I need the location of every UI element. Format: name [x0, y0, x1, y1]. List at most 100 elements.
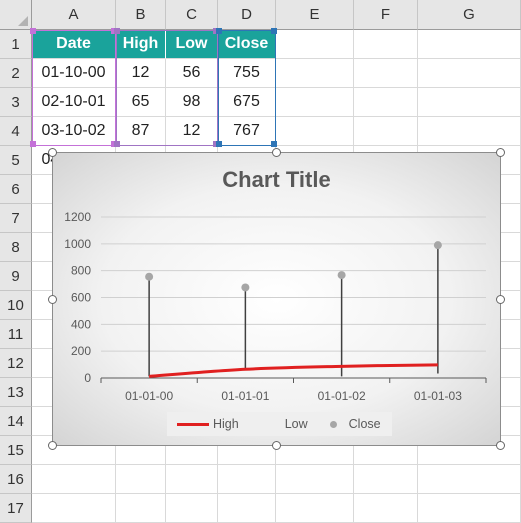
cell-d16[interactable] — [218, 465, 276, 494]
cell-f15[interactable] — [354, 436, 418, 465]
legend-close[interactable]: Close — [318, 417, 381, 431]
cell-e3[interactable] — [276, 88, 354, 117]
cell-c3[interactable]: 98 — [166, 88, 218, 117]
cell-g3[interactable] — [418, 88, 521, 117]
cell-d4[interactable]: 767 — [218, 117, 276, 146]
cell-a3[interactable]: 02-10-01 — [32, 88, 116, 117]
cell-g16[interactable] — [418, 465, 521, 494]
cell-b16[interactable] — [116, 465, 166, 494]
column-header-b[interactable]: B — [116, 0, 166, 30]
cell-c16[interactable] — [166, 465, 218, 494]
row-header-10[interactable]: 10 — [0, 291, 32, 320]
cell-e4[interactable] — [276, 117, 354, 146]
column-header-f[interactable]: F — [354, 0, 418, 30]
cell-b3[interactable]: 65 — [116, 88, 166, 117]
cell-f16[interactable] — [354, 465, 418, 494]
cell-g1[interactable] — [418, 30, 521, 59]
cell-a4[interactable]: 03-10-02 — [32, 117, 116, 146]
header-cell-c1[interactable]: Low — [166, 30, 218, 59]
row-header-13[interactable]: 13 — [0, 378, 32, 407]
x-tick-label: 01-01-02 — [318, 389, 366, 403]
chart-resize-handle[interactable] — [48, 441, 57, 450]
series-close-marker — [433, 241, 442, 250]
row-header-5[interactable]: 5 — [0, 146, 32, 175]
range-corner-handle[interactable] — [30, 141, 36, 147]
cell-f1[interactable] — [354, 30, 418, 59]
chart-resize-handle[interactable] — [496, 295, 505, 304]
cell-e2[interactable] — [276, 59, 354, 88]
row-header-14[interactable]: 14 — [0, 407, 32, 436]
cell-f4[interactable] — [354, 117, 418, 146]
column-header-d[interactable]: D — [218, 0, 276, 30]
row-header-12[interactable]: 12 — [0, 349, 32, 378]
cell-c17[interactable] — [166, 494, 218, 523]
chart-legend[interactable]: High Low Close — [167, 412, 392, 436]
cell-b2[interactable]: 12 — [116, 59, 166, 88]
cell-d17[interactable] — [218, 494, 276, 523]
cell-d15[interactable] — [218, 436, 276, 465]
range-corner-handle[interactable] — [114, 141, 120, 147]
range-corner-handle[interactable] — [30, 28, 36, 34]
column-header-c[interactable]: C — [166, 0, 218, 30]
y-tick-label: 400 — [71, 317, 91, 331]
range-corner-handle[interactable] — [216, 28, 222, 34]
chart-title[interactable]: Chart Title — [222, 167, 331, 192]
header-cell-d1[interactable]: Close — [218, 30, 276, 59]
cell-a15[interactable] — [32, 436, 116, 465]
cell-b17[interactable] — [116, 494, 166, 523]
cell-a16[interactable] — [32, 465, 116, 494]
row-header-16[interactable]: 16 — [0, 465, 32, 494]
cell-d3[interactable]: 675 — [218, 88, 276, 117]
row-header-6[interactable]: 6 — [0, 175, 32, 204]
chart-resize-handle[interactable] — [48, 295, 57, 304]
range-corner-handle[interactable] — [271, 28, 277, 34]
column-header-g[interactable]: G — [418, 0, 521, 30]
row-header-9[interactable]: 9 — [0, 262, 32, 291]
legend-low[interactable]: Low — [249, 417, 308, 431]
cell-g2[interactable] — [418, 59, 521, 88]
cell-a17[interactable] — [32, 494, 116, 523]
row-header-3[interactable]: 3 — [0, 88, 32, 117]
cell-c4[interactable]: 12 — [166, 117, 218, 146]
chart-object[interactable]: Chart Title 0 200 400 600 800 1000 1200 01-01-0… — [52, 152, 501, 446]
cell-f17[interactable] — [354, 494, 418, 523]
range-corner-handle[interactable] — [114, 28, 120, 34]
cell-b4[interactable]: 87 — [116, 117, 166, 146]
cell-c15[interactable] — [166, 436, 218, 465]
cell-b15[interactable] — [116, 436, 166, 465]
chart-resize-handle[interactable] — [48, 148, 57, 157]
select-all-corner[interactable] — [0, 0, 32, 30]
row-header-8[interactable]: 8 — [0, 233, 32, 262]
chart-resize-handle[interactable] — [272, 148, 281, 157]
cell-e15[interactable] — [276, 436, 354, 465]
chart-resize-handle[interactable] — [272, 441, 281, 450]
range-corner-handle[interactable] — [216, 141, 222, 147]
cell-d2[interactable]: 755 — [218, 59, 276, 88]
row-header-4[interactable]: 4 — [0, 117, 32, 146]
chart-resize-handle[interactable] — [496, 148, 505, 157]
row-header-15[interactable]: 15 — [0, 436, 32, 465]
legend-high[interactable]: High — [177, 417, 239, 431]
cell-e17[interactable] — [276, 494, 354, 523]
cell-g17[interactable] — [418, 494, 521, 523]
header-cell-b1[interactable]: High — [116, 30, 166, 59]
header-cell-a1[interactable]: Date — [32, 30, 116, 59]
column-header-e[interactable]: E — [276, 0, 354, 30]
cell-f3[interactable] — [354, 88, 418, 117]
cell-e16[interactable] — [276, 465, 354, 494]
cell-e1[interactable] — [276, 30, 354, 59]
chart-resize-handle[interactable] — [496, 441, 505, 450]
cell-g4[interactable] — [418, 117, 521, 146]
legend-close-label: Close — [348, 417, 381, 431]
cell-c2[interactable]: 56 — [166, 59, 218, 88]
cell-f2[interactable] — [354, 59, 418, 88]
row-header-11[interactable]: 11 — [0, 320, 32, 349]
row-header-1[interactable]: 1 — [0, 30, 32, 59]
row-header-2[interactable]: 2 — [0, 59, 32, 88]
cell-a2[interactable]: 01-10-00 — [32, 59, 116, 88]
row-header-7[interactable]: 7 — [0, 204, 32, 233]
row-header-17[interactable]: 17 — [0, 494, 32, 523]
y-tick-label: 1000 — [64, 237, 91, 251]
range-corner-handle[interactable] — [271, 141, 277, 147]
column-header-a[interactable]: A — [32, 0, 116, 30]
